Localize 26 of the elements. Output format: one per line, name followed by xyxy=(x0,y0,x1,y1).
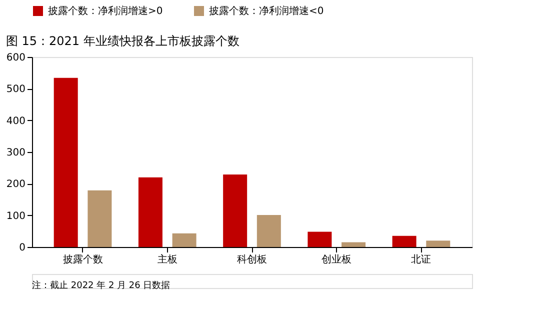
text: 注：截止 2022 年 2 月 26 日数据 xyxy=(32,280,170,291)
bar xyxy=(172,233,196,247)
bar xyxy=(256,215,281,247)
bar xyxy=(392,236,416,247)
x-tick-label: 创业板 xyxy=(322,254,352,266)
x-tick-label: 披露个数 xyxy=(62,254,103,266)
y-tick-label: 400 xyxy=(6,116,26,127)
x-tick-label: 科创板 xyxy=(237,254,267,266)
bar xyxy=(138,177,162,247)
legend-label: 披露个数：净利润增速<0 xyxy=(209,5,324,17)
bar xyxy=(342,242,366,247)
bar xyxy=(54,78,78,247)
y-tick-label: 500 xyxy=(6,84,26,96)
legend-label: 披露个数：净利润增速>0 xyxy=(48,5,163,17)
bar xyxy=(308,232,332,247)
bar xyxy=(223,174,248,247)
y-tick-label: 100 xyxy=(6,210,26,222)
x-tick-label: 北证 xyxy=(411,254,432,266)
y-tick-label: 600 xyxy=(6,52,26,64)
y-tick-label: 300 xyxy=(6,148,26,158)
y-tick-label: 0 xyxy=(19,242,26,254)
x-tick-label: 主板 xyxy=(157,254,178,266)
bar xyxy=(426,240,450,247)
bar xyxy=(88,190,112,247)
y-tick-label: 200 xyxy=(6,179,26,190)
chart-title: 图 15：2021 年业绩快报各上市板披露个数 xyxy=(6,34,240,48)
